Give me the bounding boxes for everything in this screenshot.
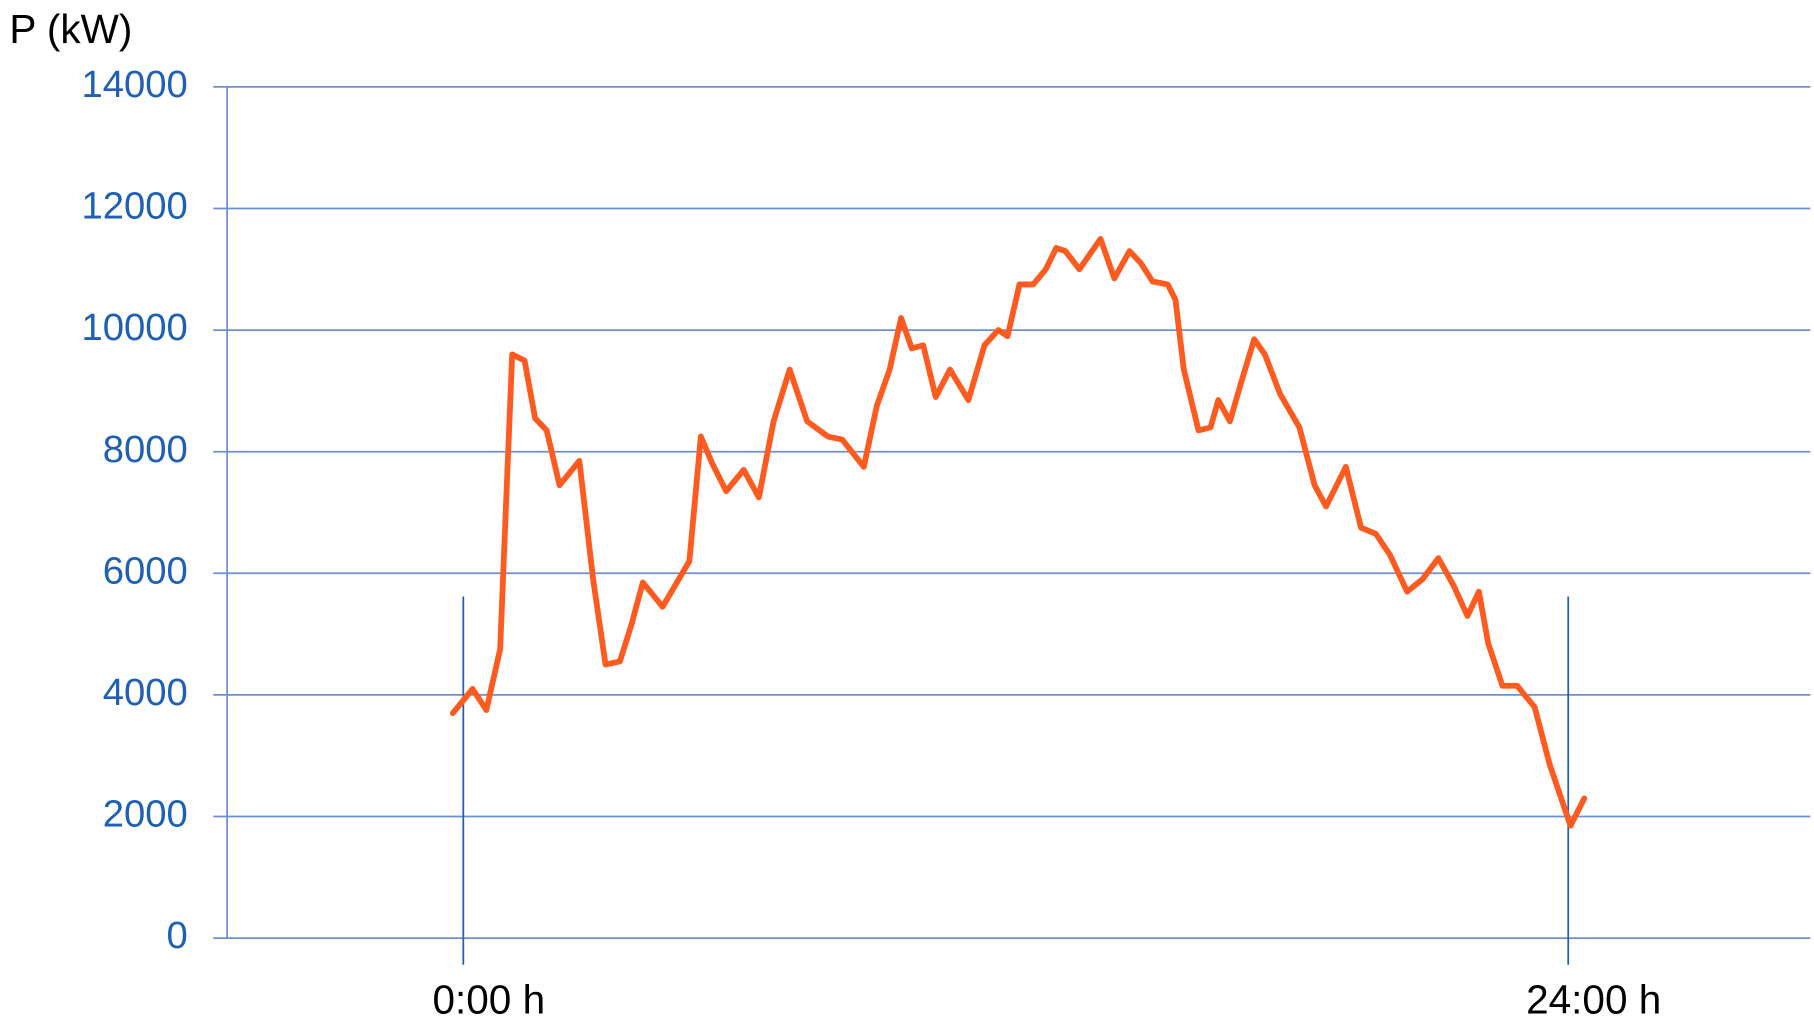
y-tick-label: 10000 [81, 306, 187, 349]
y-tick-label: 2000 [103, 793, 188, 836]
x-tick-label: 0:00 h [432, 977, 545, 1023]
y-tick-label: 6000 [103, 549, 188, 592]
y-axis-label: P (kW) [9, 6, 132, 52]
y-tick-label: 14000 [81, 63, 187, 106]
data-line [449, 236, 1588, 829]
y-tick-label: 4000 [103, 671, 188, 714]
x-tick-label: 24:00 h [1526, 977, 1661, 1023]
y-tick-label: 12000 [81, 185, 187, 228]
y-tick-label: 8000 [103, 428, 188, 471]
y-tick-label: 0 [166, 914, 187, 957]
